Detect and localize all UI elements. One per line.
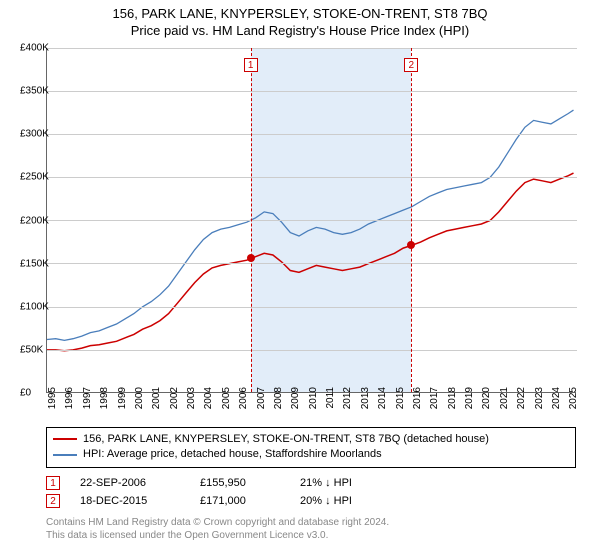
xtick-label: 2016 <box>412 387 423 409</box>
xtick-label: 1998 <box>99 387 110 409</box>
xtick-label: 2022 <box>516 387 527 409</box>
ytick-label: £300K <box>20 129 42 140</box>
event-price-1: £155,950 <box>200 477 280 489</box>
xtick-label: 2011 <box>325 387 336 409</box>
event-date-2: 18-DEC-2015 <box>80 495 180 507</box>
legend-swatch-hpi <box>53 454 77 456</box>
footer-line-2: This data is licensed under the Open Gov… <box>46 529 576 542</box>
xtick-label: 2004 <box>203 387 214 409</box>
xtick-label: 2009 <box>290 387 301 409</box>
footer-text: Contains HM Land Registry data © Crown c… <box>46 516 576 542</box>
event-diff-1: 21% ↓ HPI <box>300 477 400 489</box>
event-point-dot <box>247 254 255 262</box>
xtick-label: 2025 <box>568 387 579 409</box>
gridline-y <box>47 263 577 264</box>
xtick-label: 2018 <box>447 387 458 409</box>
xtick-label: 1996 <box>64 387 75 409</box>
xtick-label: 1997 <box>82 387 93 409</box>
xtick-label: 2003 <box>186 387 197 409</box>
xtick-label: 2000 <box>134 387 145 409</box>
ytick-label: £200K <box>20 215 42 226</box>
xtick-label: 2006 <box>238 387 249 409</box>
legend-row-subject: 156, PARK LANE, KNYPERSLEY, STOKE-ON-TRE… <box>53 432 569 447</box>
xtick-label: 2012 <box>342 387 353 409</box>
xtick-label: 2014 <box>377 387 388 409</box>
title-block: 156, PARK LANE, KNYPERSLEY, STOKE-ON-TRE… <box>0 0 600 40</box>
event-row-1: 1 22-SEP-2006 £155,950 21% ↓ HPI <box>46 474 576 492</box>
series-line-subject <box>47 173 574 351</box>
xtick-label: 2024 <box>551 387 562 409</box>
event-marker-2: 2 <box>46 494 60 508</box>
gridline-y <box>47 91 577 92</box>
legend-label-subject: 156, PARK LANE, KNYPERSLEY, STOKE-ON-TRE… <box>83 432 489 447</box>
legend-swatch-subject <box>53 438 77 440</box>
xtick-label: 2008 <box>273 387 284 409</box>
event-marker-box: 1 <box>244 58 258 72</box>
event-vline <box>411 48 412 392</box>
gridline-y <box>47 350 577 351</box>
gridline-y <box>47 48 577 49</box>
xtick-label: 2002 <box>169 387 180 409</box>
event-vline <box>251 48 252 392</box>
xtick-label: 2017 <box>429 387 440 409</box>
event-price-2: £171,000 <box>200 495 280 507</box>
legend-label-hpi: HPI: Average price, detached house, Staf… <box>83 447 382 462</box>
event-diff-2: 20% ↓ HPI <box>300 495 400 507</box>
ytick-label: £0 <box>20 388 42 399</box>
chart-area: 1995199619971998199920002001200220032004… <box>46 48 576 393</box>
legend-box: 156, PARK LANE, KNYPERSLEY, STOKE-ON-TRE… <box>46 427 576 468</box>
ytick-label: £100K <box>20 301 42 312</box>
ytick-label: £400K <box>20 43 42 54</box>
xtick-label: 2019 <box>464 387 475 409</box>
event-marker-1: 1 <box>46 476 60 490</box>
event-date-1: 22-SEP-2006 <box>80 477 180 489</box>
event-row-2: 2 18-DEC-2015 £171,000 20% ↓ HPI <box>46 492 576 510</box>
title-line-2: Price paid vs. HM Land Registry's House … <box>0 23 600 40</box>
xtick-label: 2001 <box>151 387 162 409</box>
xtick-label: 2010 <box>308 387 319 409</box>
xtick-label: 2005 <box>221 387 232 409</box>
ytick-label: £150K <box>20 258 42 269</box>
events-table: 1 22-SEP-2006 £155,950 21% ↓ HPI 2 18-DE… <box>46 474 576 510</box>
xtick-label: 2013 <box>360 387 371 409</box>
ytick-label: £250K <box>20 172 42 183</box>
xtick-label: 1995 <box>47 387 58 409</box>
gridline-y <box>47 307 577 308</box>
gridline-y <box>47 134 577 135</box>
xtick-label: 2021 <box>499 387 510 409</box>
legend-row-hpi: HPI: Average price, detached house, Staf… <box>53 447 569 462</box>
ytick-label: £50K <box>20 344 42 355</box>
xtick-label: 2020 <box>481 387 492 409</box>
event-point-dot <box>407 241 415 249</box>
title-line-1: 156, PARK LANE, KNYPERSLEY, STOKE-ON-TRE… <box>0 6 600 23</box>
ytick-label: £350K <box>20 86 42 97</box>
event-marker-box: 2 <box>404 58 418 72</box>
gridline-y <box>47 177 577 178</box>
xtick-label: 2007 <box>256 387 267 409</box>
xtick-label: 2015 <box>395 387 406 409</box>
chart-container: 156, PARK LANE, KNYPERSLEY, STOKE-ON-TRE… <box>0 0 600 560</box>
xtick-label: 1999 <box>117 387 128 409</box>
xtick-label: 2023 <box>534 387 545 409</box>
footer-line-1: Contains HM Land Registry data © Crown c… <box>46 516 576 529</box>
gridline-y <box>47 220 577 221</box>
